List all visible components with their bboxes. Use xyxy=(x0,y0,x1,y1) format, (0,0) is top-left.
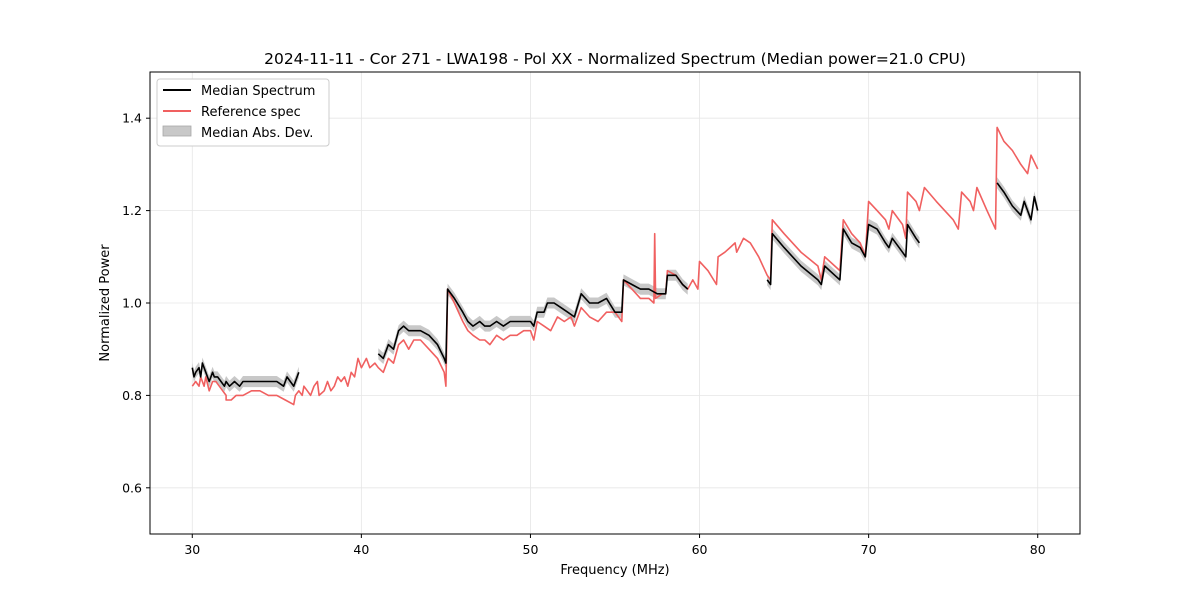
x-tick-label: 60 xyxy=(692,542,708,557)
median-spectrum-line xyxy=(996,182,1039,221)
axis-ticks: 30 40 50 60 70 80 0.6 0.8 1.0 1.2 1.4 xyxy=(122,111,1046,557)
legend-label-mad: Median Abs. Dev. xyxy=(201,126,313,141)
x-tick-label: 70 xyxy=(861,542,877,557)
median-spectrum-line xyxy=(191,362,300,387)
mad-band xyxy=(192,357,299,392)
median-spectrum-line xyxy=(766,223,921,286)
y-tick-label: 0.8 xyxy=(122,388,142,403)
series-layer xyxy=(191,126,1039,406)
y-tick-label: 1.4 xyxy=(122,111,142,126)
y-axis-label: Normalized Power xyxy=(98,244,113,362)
median-spectrum-line xyxy=(377,274,689,364)
grid-lines xyxy=(150,72,1080,534)
x-tick-label: 80 xyxy=(1030,542,1046,557)
y-tick-label: 1.0 xyxy=(122,296,142,311)
chart-title: 2024-11-11 - Cor 271 - LWA198 - Pol XX -… xyxy=(264,50,966,68)
x-tick-label: 30 xyxy=(184,542,200,557)
legend-box xyxy=(156,78,330,147)
legend-label-median: Median Spectrum xyxy=(201,84,315,99)
legend-label-reference: Reference spec xyxy=(201,105,301,120)
x-tick-label: 50 xyxy=(523,542,539,557)
mad-band xyxy=(997,177,1038,226)
x-axis-label: Frequency (MHz) xyxy=(560,563,669,578)
y-tick-label: 0.6 xyxy=(122,480,142,495)
legend-swatch-mad xyxy=(162,125,192,137)
y-tick-label: 1.2 xyxy=(122,203,142,218)
x-tick-label: 40 xyxy=(353,542,369,557)
reference-spec-line xyxy=(191,126,1039,406)
legend: Median Spectrum Reference spec Median Ab… xyxy=(156,78,330,147)
